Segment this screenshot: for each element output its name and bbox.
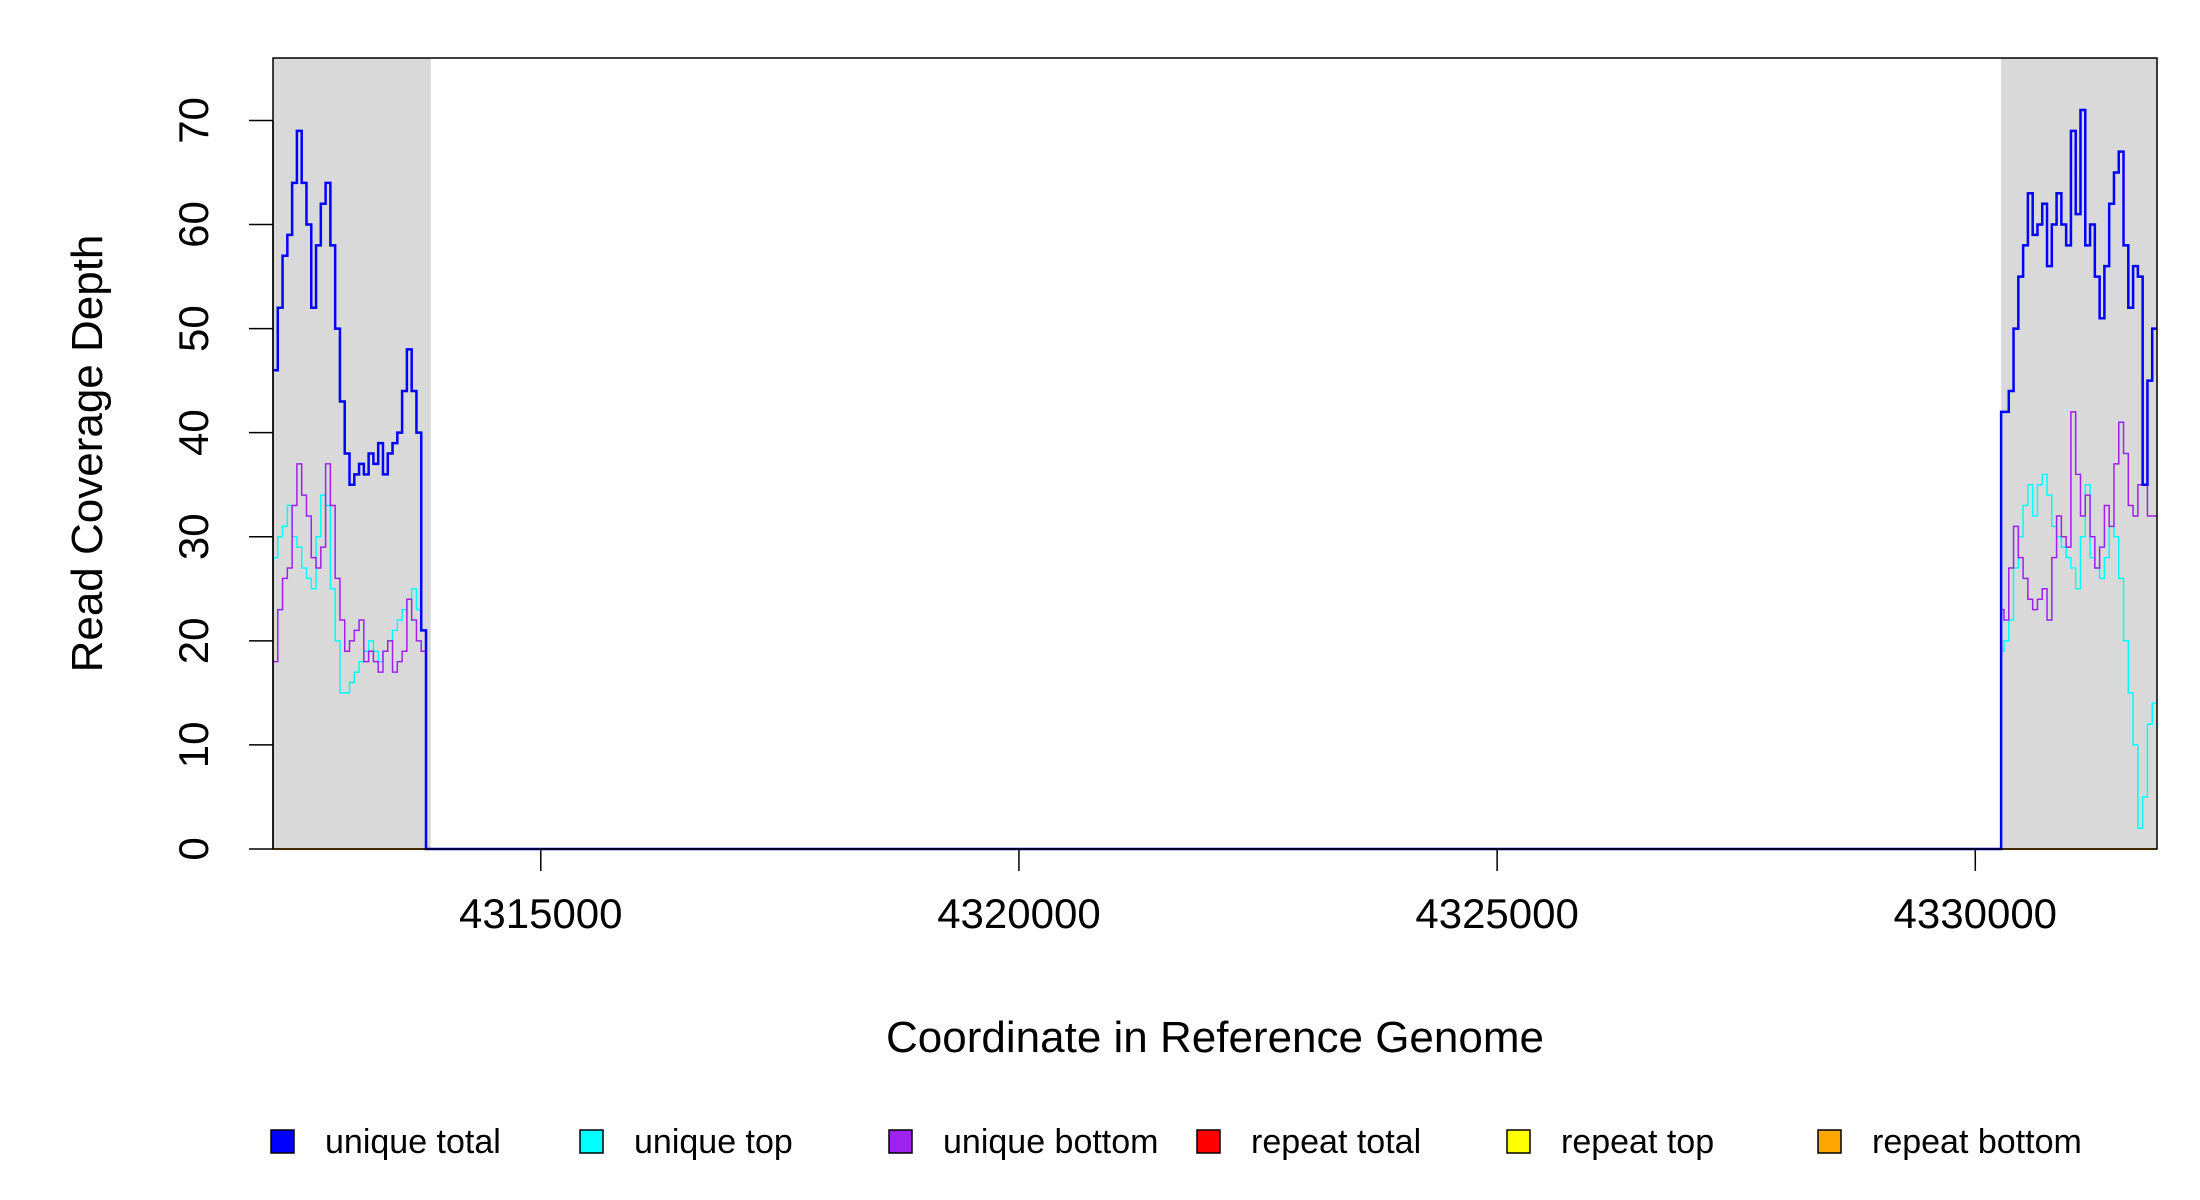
y-tick-label: 0 [170, 837, 217, 860]
legend-label: unique total [325, 1123, 501, 1161]
series-line-unique-bottom [273, 411, 2157, 850]
legend-item-unique-total: unique total [270, 1123, 501, 1161]
y-axis-label: Read Coverage Depth [63, 235, 112, 673]
legend-item-unique-bottom: unique bottom [888, 1123, 1159, 1161]
legend-label: unique bottom [943, 1123, 1159, 1161]
series-line-unique-top [273, 473, 2157, 850]
x-tick-label: 4330000 [1894, 890, 2058, 937]
y-tick-label: 40 [170, 409, 217, 456]
plot-frame [272, 57, 2158, 850]
x-axis-label: Coordinate in Reference Genome [886, 1013, 1544, 1062]
series-line-unique-total [273, 108, 2157, 851]
x-tick-label: 4320000 [937, 890, 1101, 937]
x-axis: 4315000 4320000 4325000 4330000 [459, 848, 2058, 937]
legend-swatch [1506, 1129, 1531, 1154]
legend-label: repeat total [1251, 1123, 1421, 1161]
y-tick-label: 50 [170, 305, 217, 352]
legend-item-unique-top: unique top [579, 1123, 793, 1161]
legend-label: repeat bottom [1872, 1123, 2082, 1161]
legend-swatch [270, 1129, 295, 1154]
y-axis: 0 10 20 30 40 50 60 70 [170, 97, 274, 861]
x-tick-label: 4315000 [459, 890, 623, 937]
y-tick-label: 30 [170, 513, 217, 560]
y-tick-label: 60 [170, 201, 217, 248]
legend: unique total unique top unique bottom repea… [270, 1123, 2082, 1161]
shaded-regions [273, 58, 2157, 849]
legend-item-repeat-total: repeat total [1196, 1123, 1421, 1161]
y-tick-label: 70 [170, 97, 217, 144]
legend-label: repeat top [1561, 1123, 1714, 1161]
x-tick-label: 4325000 [1415, 890, 1579, 937]
y-tick-label: 20 [170, 617, 217, 664]
legend-label: unique top [634, 1123, 793, 1161]
legend-item-repeat-top: repeat top [1506, 1123, 1714, 1161]
series-lines [273, 108, 2157, 851]
shaded-region-0 [273, 58, 431, 849]
legend-swatch [579, 1129, 604, 1154]
shaded-region-1 [2001, 58, 2157, 849]
legend-swatch [1817, 1129, 1842, 1154]
legend-item-repeat-bottom: repeat bottom [1817, 1123, 2082, 1161]
y-tick-label: 10 [170, 722, 217, 769]
legend-swatch [1196, 1129, 1221, 1154]
legend-swatch [888, 1129, 913, 1154]
